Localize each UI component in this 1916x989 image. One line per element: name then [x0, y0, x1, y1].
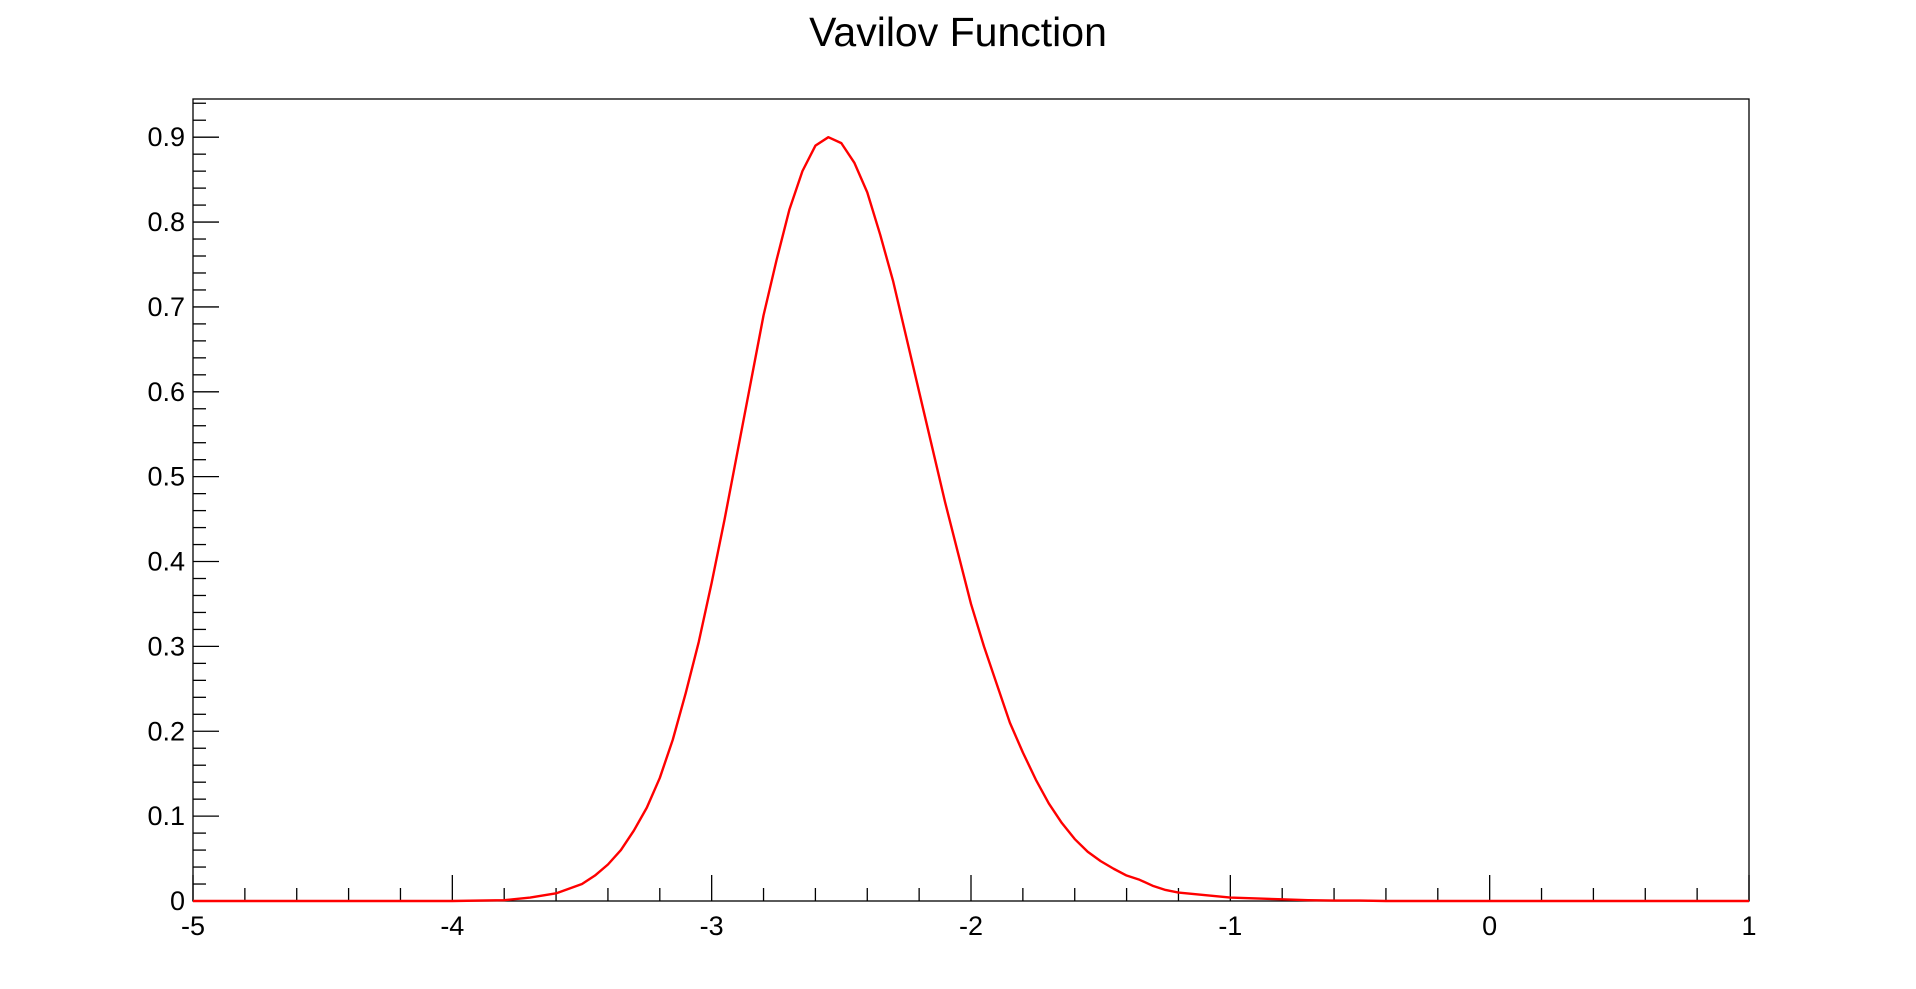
- y-axis: [193, 102, 219, 902]
- x-tick-label: -4: [440, 911, 464, 941]
- y-tick-label: 0.7: [147, 292, 185, 322]
- y-tick-label: 0.6: [147, 377, 185, 407]
- x-tick-label: 1: [1741, 911, 1756, 941]
- y-tick-label: 0.5: [147, 462, 185, 492]
- x-tick-label: -1: [1218, 911, 1242, 941]
- series-line: [193, 135, 1749, 903]
- y-tick-label: 0.1: [147, 801, 185, 831]
- y-tick-label: 0.8: [147, 207, 185, 237]
- y-tick-label: 0.9: [147, 122, 185, 152]
- y-tick-label: 0.4: [147, 547, 185, 577]
- x-tick-label: -2: [959, 911, 983, 941]
- y-tick-label: 0.2: [147, 716, 185, 746]
- x-tick-label: -5: [181, 911, 205, 941]
- x-axis: [192, 875, 1750, 901]
- y-tick-label: 0: [170, 886, 185, 916]
- x-tick-label: 0: [1482, 911, 1497, 941]
- y-axis-tick-labels: 0 0.1 0.2 0.3 0.4 0.5 0.6 0.7 0.8 0.9: [147, 122, 185, 916]
- plot-frame: [192, 98, 1750, 902]
- y-tick-label: 0.3: [147, 631, 185, 661]
- chart-title: Vavilov Function: [809, 9, 1107, 55]
- x-axis-tick-labels: -5 -4 -3 -2 -1 0 1: [181, 911, 1757, 941]
- x-tick-label: -3: [700, 911, 724, 941]
